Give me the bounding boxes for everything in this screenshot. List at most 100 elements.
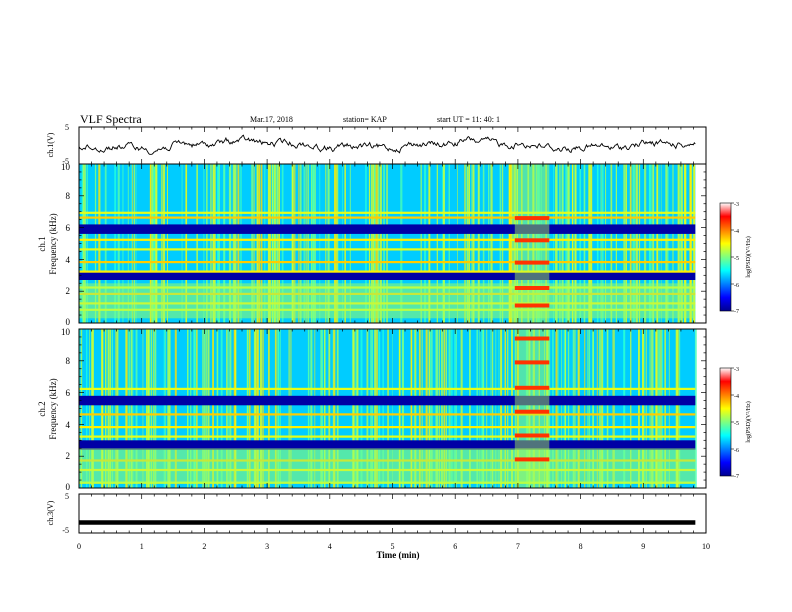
- spec-sferic-streak: [651, 164, 653, 323]
- ch2-spec-ytick-8: 8: [66, 356, 71, 366]
- spec-sferic-streak: [104, 164, 107, 323]
- ch2-spec-ytick-4: 4: [66, 420, 71, 430]
- spec-sferic-streak: [86, 329, 88, 488]
- spec-sferic-streak: [656, 164, 659, 323]
- spec-sferic-streak: [321, 329, 324, 488]
- spec-burst-band: [514, 433, 550, 438]
- spec-sferic-streak: [212, 164, 215, 323]
- spec-sferic-streak: [291, 164, 294, 323]
- ch1-colorbar-tick-m7: -7: [734, 309, 739, 315]
- spec-sferic-streak: [554, 164, 557, 323]
- spec-sferic-streak: [680, 164, 683, 323]
- spec-sferic-streak: [644, 164, 646, 323]
- spec-sferic-streak: [574, 164, 577, 323]
- spec-sferic-streak: [441, 329, 443, 488]
- ch2-spec-ylabel: Frequency (kHz): [48, 378, 58, 439]
- ch1-colorbar-label: log(PSD)(V²/Hz): [745, 236, 752, 277]
- spec-sferic-streak: [101, 329, 104, 488]
- spec-sferic-streak: [133, 164, 135, 323]
- spec-sferic-streak: [639, 164, 641, 323]
- ch3-ytick-bottom: -5: [62, 526, 69, 535]
- spec-sferic-streak: [456, 329, 457, 488]
- spec-sferic-streak: [81, 164, 84, 323]
- spec-sferic-streak: [478, 164, 480, 323]
- spec-sferic-streak: [658, 329, 661, 488]
- spec-sferic-streak: [428, 164, 431, 323]
- spec-burst-band: [514, 360, 550, 365]
- spec-sferic-streak: [538, 164, 540, 323]
- spec-sferic-streak: [579, 164, 582, 323]
- spec-sferic-streak: [445, 329, 447, 488]
- spec-sferic-streak: [257, 329, 259, 488]
- spec-sferic-streak: [89, 329, 90, 488]
- spec-sferic-streak: [596, 329, 598, 488]
- spec-sferic-streak: [606, 329, 609, 488]
- spec-sferic-streak: [223, 164, 226, 323]
- spec-sferic-streak: [232, 164, 235, 323]
- spec-sferic-streak: [438, 329, 440, 488]
- spec-sferic-streak: [268, 329, 270, 488]
- spec-sferic-streak: [584, 329, 586, 488]
- spec-sferic-streak: [460, 329, 463, 488]
- spec-sferic-streak: [566, 164, 569, 323]
- spec-sferic-streak: [574, 329, 576, 488]
- spec-sferic-streak: [239, 164, 241, 323]
- spec-sferic-streak: [203, 164, 205, 323]
- spec-sferic-streak: [559, 164, 561, 323]
- spec-sferic-streak: [557, 329, 559, 488]
- spec-sferic-streak: [469, 329, 471, 488]
- spec-sferic-streak: [269, 164, 271, 323]
- spec-sferic-streak: [678, 329, 681, 488]
- spec-sferic-streak: [234, 164, 236, 323]
- spec-sferic-streak: [398, 329, 401, 488]
- spec-sferic-streak: [241, 164, 242, 323]
- ch2-colorbar-tick-m6: -6: [734, 448, 739, 454]
- spec-sferic-streak: [525, 329, 529, 488]
- spec-sferic-streak: [410, 329, 413, 488]
- ch2-colorbar-tick-m4: -4: [734, 394, 739, 400]
- spec-sferic-streak: [668, 329, 670, 488]
- spec-sferic-streak: [624, 164, 626, 323]
- spec-sferic-streak: [436, 164, 438, 323]
- spec-sferic-streak: [555, 329, 558, 488]
- spec-sferic-streak: [311, 164, 312, 323]
- spec-sferic-streak: [504, 329, 506, 488]
- spec-emission-band: [79, 261, 696, 264]
- spec-sferic-streak: [130, 164, 132, 323]
- spec-sferic-streak: [233, 329, 236, 488]
- spec-sferic-streak: [253, 329, 256, 488]
- spec-sferic-streak: [95, 164, 97, 323]
- spec-emission-band: [79, 211, 696, 214]
- spec-sferic-streak: [333, 329, 336, 488]
- spec-sferic-streak: [372, 164, 375, 323]
- spec-sferic-streak: [443, 329, 446, 488]
- spec-burst-band: [514, 336, 550, 341]
- spec-sferic-streak: [294, 164, 296, 323]
- spec-sferic-streak: [132, 329, 134, 488]
- spec-sferic-streak: [370, 164, 373, 323]
- spec-sferic-streak: [590, 164, 593, 323]
- spec-sferic-streak: [482, 164, 485, 323]
- spec-sferic-streak: [540, 164, 542, 323]
- spec-sferic-streak: [684, 164, 686, 323]
- spec-sferic-streak: [648, 164, 651, 323]
- spec-sferic-streak: [153, 329, 155, 488]
- spec-sferic-streak: [91, 329, 94, 488]
- spec-sferic-streak: [314, 329, 316, 488]
- ch2-spec-ytick-2: 2: [66, 451, 71, 461]
- time-axis-tick-label: 8: [579, 542, 583, 551]
- spec-sferic-streak: [154, 164, 156, 323]
- spec-sferic-streak: [375, 164, 378, 323]
- spec-sferic-streak: [515, 164, 517, 323]
- spec-sferic-streak: [649, 329, 651, 488]
- spec-sferic-streak: [672, 164, 674, 323]
- spec-sferic-streak: [623, 164, 625, 323]
- spec-sferic-streak: [548, 329, 551, 488]
- spec-sferic-streak: [303, 164, 305, 323]
- spec-sferic-streak: [187, 329, 189, 488]
- spec-sferic-streak: [125, 329, 127, 488]
- spec-sferic-streak: [561, 164, 564, 323]
- spec-sferic-streak: [552, 329, 554, 488]
- spec-sferic-streak: [135, 329, 138, 488]
- spec-sferic-streak: [500, 164, 502, 323]
